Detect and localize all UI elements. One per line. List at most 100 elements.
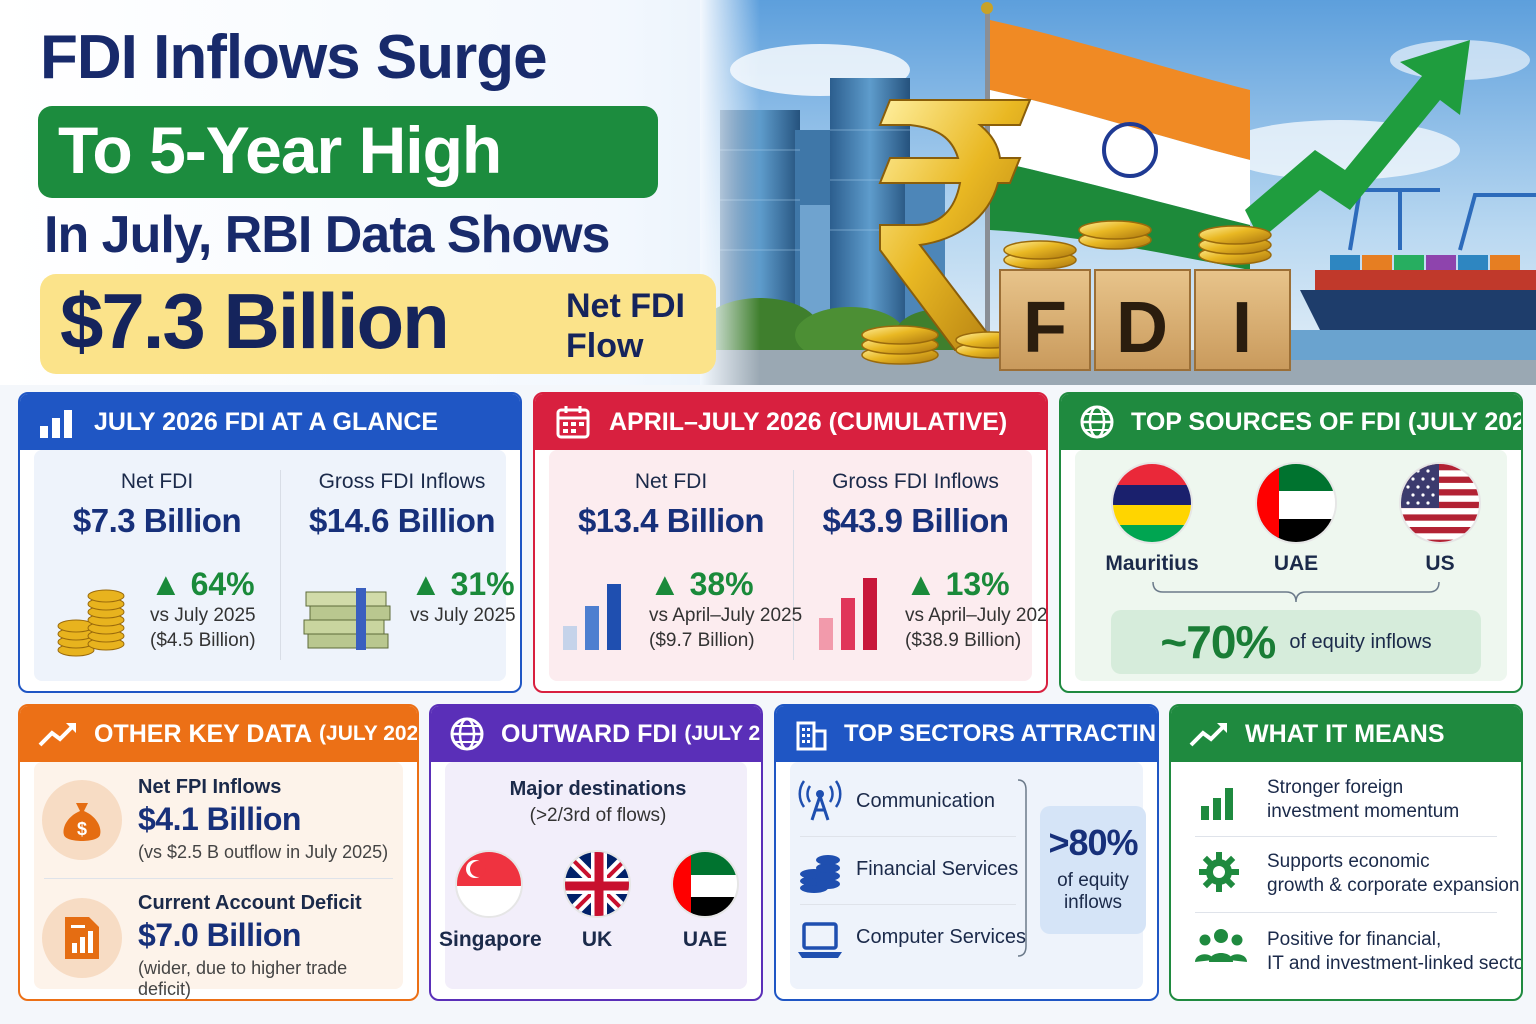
up-arrow-icon: ▲ (410, 566, 442, 602)
gross-fdi-vs: vs July 2025 (410, 605, 516, 626)
cube-letter-d: D (1116, 288, 1168, 368)
source-uae: UAE (1273, 552, 1319, 575)
card-july-glance: JULY 2026 FDI AT A GLANCE Net FDI $7.3 B… (18, 392, 522, 693)
up-arrow-icon: ▲ (649, 566, 681, 602)
means-1-line2: investment momentum (1267, 801, 1460, 822)
gross-fdi-label: Gross FDI Inflows (318, 470, 486, 493)
sector-financial: Financial Services (856, 858, 1019, 880)
card-header: WHAT IT MEANS (1171, 706, 1521, 762)
net-fdi-prev: ($4.5 Billion) (150, 630, 256, 651)
net-fdi-value: $7.3 Billion (72, 502, 242, 539)
bar-chart-icon (38, 402, 78, 442)
fpi-label: Net FPI Inflows (138, 776, 282, 798)
equity-share-label: of equity inflows (1289, 630, 1432, 653)
card-header: TOP SECTORS ATTRACTING FDI (776, 706, 1157, 762)
card-title: JULY 2026 FDI AT A GLANCE (94, 407, 439, 436)
net-fdi-change: 64% (190, 566, 255, 602)
dest-uk: UK (581, 928, 613, 951)
headline-line3: In July, RBI Data Shows (44, 206, 610, 264)
group-brace (1152, 581, 1440, 603)
means-1-line1: Stronger foreign (1267, 777, 1404, 798)
card-title: OTHER KEY DATA (94, 719, 313, 748)
sector-communication: Communication (856, 790, 995, 812)
cum-gross-vs: vs April–July 2025 (905, 605, 1048, 626)
card-header: TOP SOURCES OF FDI (JULY 2026) (1061, 394, 1521, 450)
cad-value: $7.0 Billion (138, 917, 301, 953)
uae-flag-icon (671, 850, 739, 918)
skyline-illustration: F D I (700, 0, 1536, 385)
net-fdi-vs: vs July 2025 (150, 605, 256, 626)
cad-label: Current Account Deficit (138, 892, 362, 914)
cube-letter-i: I (1232, 288, 1252, 368)
card-body: Net FDI $7.3 Billion ▲ 64% vs July 2025 … (34, 450, 516, 681)
card-body: Communication Financial Services Compute… (790, 762, 1146, 989)
cum-net-label: Net FDI (634, 470, 708, 493)
laptop-icon (796, 918, 844, 967)
source-mauritius: Mauritius (1105, 552, 1199, 575)
coin-stack-icon (54, 578, 130, 665)
singapore-flag-icon (455, 850, 523, 918)
uk-flag-icon (563, 850, 631, 918)
means-2-line2: growth & corporate expansion (1267, 875, 1520, 896)
money-bag-icon: $ (42, 780, 122, 860)
header-illustration: F D I (700, 0, 1536, 385)
card-body: Stronger foreign investment momentum Sup… (1185, 762, 1521, 989)
card-title: TOP SECTORS ATTRACTING FDI (844, 720, 1157, 747)
sector-computer: Computer Services (856, 926, 1027, 948)
trend-up-icon (38, 714, 78, 754)
card-what-it-means: WHAT IT MEANS Stronger foreign investmen… (1169, 704, 1523, 1001)
coins-icon (798, 850, 842, 899)
fpi-value: $4.1 Billion (138, 801, 301, 837)
cum-net-prev: ($9.7 Billion) (649, 630, 755, 651)
card-title-sub: (JULY 2026) (319, 722, 419, 745)
cum-gross-change: 13% (945, 566, 1010, 602)
destinations-label: Major destinations (509, 778, 687, 800)
up-arrow-icon: ▲ (150, 566, 182, 602)
headline-line1: FDI Inflows Surge (40, 23, 548, 92)
card-title: OUTWARD FDI (501, 719, 678, 748)
people-group-icon (1193, 926, 1249, 973)
source-us: US (1425, 552, 1455, 575)
cum-gross-label: Gross FDI Inflows (832, 470, 999, 493)
card-title-sub: (JULY 2026) (684, 722, 761, 745)
net-fdi-label: Net FDI (120, 470, 194, 493)
sector-share-label1: of equity (1057, 870, 1129, 891)
trend-up-icon (1189, 714, 1229, 754)
red-bars-icon (817, 574, 883, 657)
report-icon (42, 898, 122, 978)
equity-share-value: ~70% (1160, 616, 1276, 668)
card-title: TOP SOURCES OF FDI (JULY 2026) (1131, 407, 1523, 436)
bar-chart-icon (1199, 784, 1239, 827)
cum-net-value: $13.4 Billion (577, 502, 765, 539)
sector-share-value: >80% (1048, 822, 1138, 863)
dest-uae: UAE (682, 928, 728, 951)
gross-fdi-value: $14.6 Billion (308, 502, 496, 539)
equity-share-box: ~70% of equity inflows (1111, 610, 1481, 674)
card-cumulative: APRIL–JULY 2026 (CUMULATIVE) Net FDI $13… (533, 392, 1048, 693)
card-header: APRIL–JULY 2026 (CUMULATIVE) (535, 394, 1046, 450)
uae-flag-icon (1255, 462, 1337, 544)
card-header: OTHER KEY DATA (JULY 2026) (20, 706, 417, 762)
gross-fdi-change: 31% (450, 566, 515, 602)
headline-amount: $7.3 Billion (60, 277, 450, 365)
group-brace (1017, 779, 1027, 957)
card-other-key-data: OTHER KEY DATA (JULY 2026) $ Net FPI Inf… (18, 704, 419, 1001)
card-top-sectors: TOP SECTORS ATTRACTING FDI Communication… (774, 704, 1159, 1001)
card-header: OUTWARD FDI (JULY 2026) (431, 706, 761, 762)
mauritius-flag-icon (1111, 462, 1193, 544)
card-title: APRIL–JULY 2026 (CUMULATIVE) (609, 407, 1008, 436)
card-body: Mauritius UAE US ~70% of equity inflows (1075, 450, 1507, 681)
headline-highlight-box (38, 106, 658, 198)
svg-text:$: $ (77, 819, 87, 839)
card-body: Net FDI $13.4 Billion ▲ 38% vs April–Jul… (549, 450, 1046, 681)
headline-amount-label: Net FDI Flow (566, 287, 685, 365)
cube-letter-f: F (1023, 288, 1067, 368)
destinations-sub: (>2/3rd of flows) (529, 805, 667, 826)
cum-gross-prev: ($38.9 Billion) (905, 630, 1022, 651)
means-3-line2: IT and investment-linked sectors (1267, 953, 1523, 974)
cash-stack-icon (298, 578, 398, 663)
blue-bars-icon (561, 576, 627, 657)
cum-gross-value: $43.9 Billion (822, 502, 1009, 539)
card-top-sources: TOP SOURCES OF FDI (JULY 2026) Mauritius… (1059, 392, 1523, 693)
dest-singapore: Singapore (439, 928, 542, 951)
